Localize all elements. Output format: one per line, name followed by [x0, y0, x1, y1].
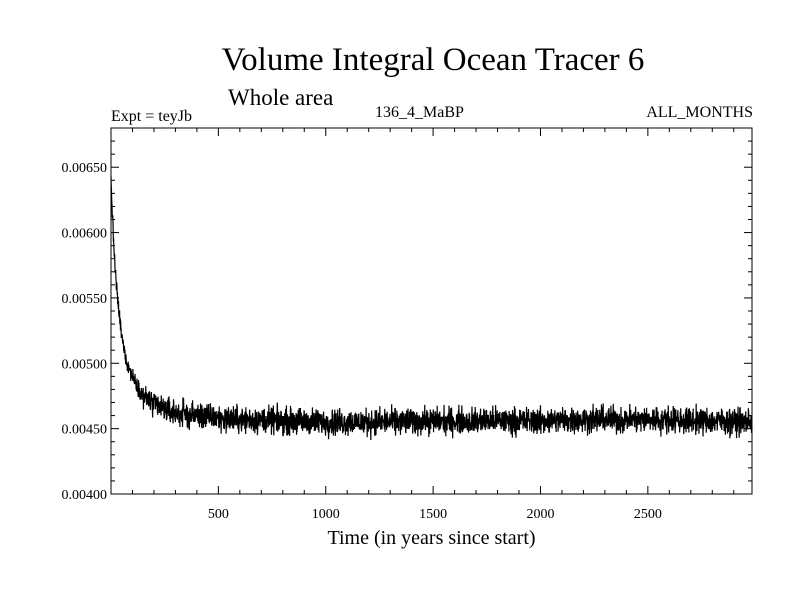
y-tick-label: 0.00400	[62, 488, 108, 503]
x-tick-label: 500	[208, 507, 229, 522]
period-label: ALL_MONTHS	[646, 104, 753, 121]
run-label: 136_4_MaBP	[375, 104, 464, 121]
chart-subtitle: Whole area	[228, 85, 334, 110]
x-tick-label: 1500	[419, 507, 447, 522]
y-tick-label: 0.00500	[62, 357, 108, 372]
axis-ticks: 500 1000 1500 2000 2500 0.00400 0.00450 0.00500…	[62, 128, 752, 522]
y-tick-label: 0.00650	[62, 161, 108, 176]
x-tick-label: 2500	[634, 507, 662, 522]
y-tick-label: 0.00600	[62, 227, 108, 242]
experiment-label: Expt = teyJb	[111, 108, 193, 125]
plot-frame	[110, 127, 753, 495]
chart-title: Volume Integral Ocean Tracer 6	[221, 42, 645, 78]
y-tick-label: 0.00450	[62, 423, 108, 438]
x-tick-label: 2000	[526, 507, 554, 522]
x-axis-label: Time (in years since start)	[327, 527, 536, 549]
x-tick-label: 1000	[312, 507, 340, 522]
y-tick-label: 0.00550	[62, 292, 108, 307]
series-line	[110, 176, 753, 441]
